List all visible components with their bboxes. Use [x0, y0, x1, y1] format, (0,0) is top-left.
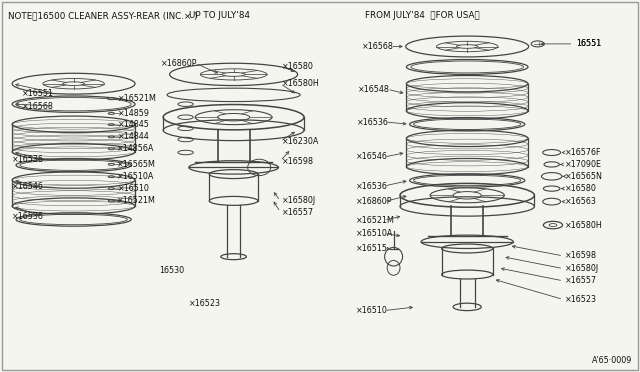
Text: ×14859: ×14859 — [118, 109, 150, 118]
Text: ×16230A: ×16230A — [282, 137, 319, 146]
Text: ×16598: ×16598 — [282, 157, 314, 166]
Text: ×16536: ×16536 — [357, 118, 389, 126]
Text: NOTEㅥ16500 CLEANER ASSY-REAR (INC.× ): NOTEㅥ16500 CLEANER ASSY-REAR (INC.× ) — [8, 11, 197, 20]
Text: ×16521M: ×16521M — [118, 94, 157, 103]
Text: ×16548: ×16548 — [358, 85, 390, 94]
Text: ×16565M: ×16565M — [116, 160, 156, 169]
Text: ×16546: ×16546 — [12, 182, 44, 191]
Text: ×16510A: ×16510A — [116, 172, 154, 181]
Text: 16530: 16530 — [159, 266, 184, 275]
Text: ×16568: ×16568 — [362, 42, 394, 51]
Text: ×16580H: ×16580H — [282, 79, 319, 88]
Text: ×16510: ×16510 — [356, 306, 388, 315]
Text: ×16565N: ×16565N — [564, 172, 602, 181]
Text: ×17090E: ×17090E — [564, 160, 602, 169]
Text: ×16515: ×16515 — [356, 244, 388, 253]
Text: ×16580H: ×16580H — [564, 221, 602, 230]
Text: ×16568: ×16568 — [22, 102, 54, 110]
Text: 16551: 16551 — [576, 39, 601, 48]
Text: ×16580: ×16580 — [564, 184, 596, 193]
Text: ×16551: ×16551 — [22, 89, 54, 97]
Text: ×16510A: ×16510A — [356, 229, 393, 238]
Text: ×16580J: ×16580J — [564, 264, 598, 273]
Text: 16551: 16551 — [576, 39, 601, 48]
Text: ×16580J: ×16580J — [282, 196, 316, 205]
Text: UP TO JULY'84: UP TO JULY'84 — [189, 11, 250, 20]
Text: ×16860P: ×16860P — [356, 197, 392, 206]
Text: ×14845: ×14845 — [118, 120, 150, 129]
Text: ×16536: ×16536 — [12, 155, 44, 164]
Text: ×14844: ×14844 — [118, 132, 150, 141]
Text: ×16521M: ×16521M — [356, 216, 395, 225]
Text: ×16521M: ×16521M — [116, 196, 156, 205]
Text: ×16546: ×16546 — [356, 153, 388, 161]
Text: ×16576F: ×16576F — [564, 148, 601, 157]
Text: A'65·0009: A'65·0009 — [592, 356, 632, 365]
Text: ×16557: ×16557 — [282, 208, 314, 217]
Text: ×16563: ×16563 — [564, 197, 596, 206]
Text: ×16523: ×16523 — [564, 295, 596, 304]
Text: ×16580: ×16580 — [282, 62, 314, 71]
Text: ×16860P: ×16860P — [161, 59, 198, 68]
Text: ×16510: ×16510 — [118, 184, 150, 193]
Text: ×14856A: ×14856A — [116, 144, 154, 153]
Text: ×16598: ×16598 — [564, 251, 596, 260]
Text: FROM JULY'84  （FOR USA）: FROM JULY'84 （FOR USA） — [365, 11, 479, 20]
Text: ×16536: ×16536 — [356, 182, 388, 190]
Text: ×16557: ×16557 — [564, 276, 596, 285]
Text: ×16523: ×16523 — [189, 299, 221, 308]
Text: ×16536: ×16536 — [12, 212, 44, 221]
